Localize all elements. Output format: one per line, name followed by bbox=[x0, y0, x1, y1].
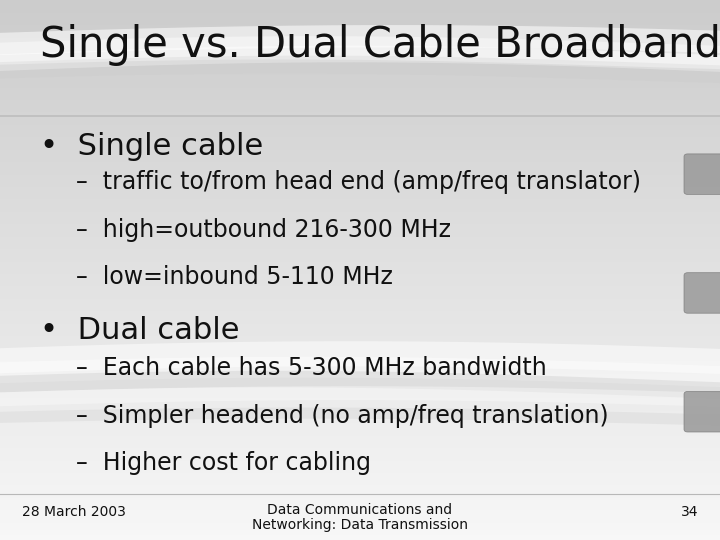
Text: Networking: Data Transmission: Networking: Data Transmission bbox=[252, 518, 468, 532]
Text: –  Each cable has 5-300 MHz bandwidth: – Each cable has 5-300 MHz bandwidth bbox=[76, 356, 546, 380]
Text: 28 March 2003: 28 March 2003 bbox=[22, 505, 125, 519]
Text: –  low=inbound 5-110 MHz: – low=inbound 5-110 MHz bbox=[76, 265, 392, 289]
Text: –  Higher cost for cabling: – Higher cost for cabling bbox=[76, 451, 371, 475]
Text: 34: 34 bbox=[681, 505, 698, 519]
Text: •  Single cable: • Single cable bbox=[40, 132, 263, 161]
FancyBboxPatch shape bbox=[684, 392, 720, 432]
Text: Single vs. Dual Cable Broadband: Single vs. Dual Cable Broadband bbox=[40, 24, 720, 66]
FancyBboxPatch shape bbox=[684, 154, 720, 194]
FancyBboxPatch shape bbox=[684, 273, 720, 313]
Text: Data Communications and: Data Communications and bbox=[267, 503, 453, 517]
Text: •  Dual cable: • Dual cable bbox=[40, 316, 239, 345]
Text: –  high=outbound 216-300 MHz: – high=outbound 216-300 MHz bbox=[76, 218, 451, 241]
Text: –  traffic to/from head end (amp/freq translator): – traffic to/from head end (amp/freq tra… bbox=[76, 170, 641, 194]
Text: –  Simpler headend (no amp/freq translation): – Simpler headend (no amp/freq translati… bbox=[76, 404, 608, 428]
